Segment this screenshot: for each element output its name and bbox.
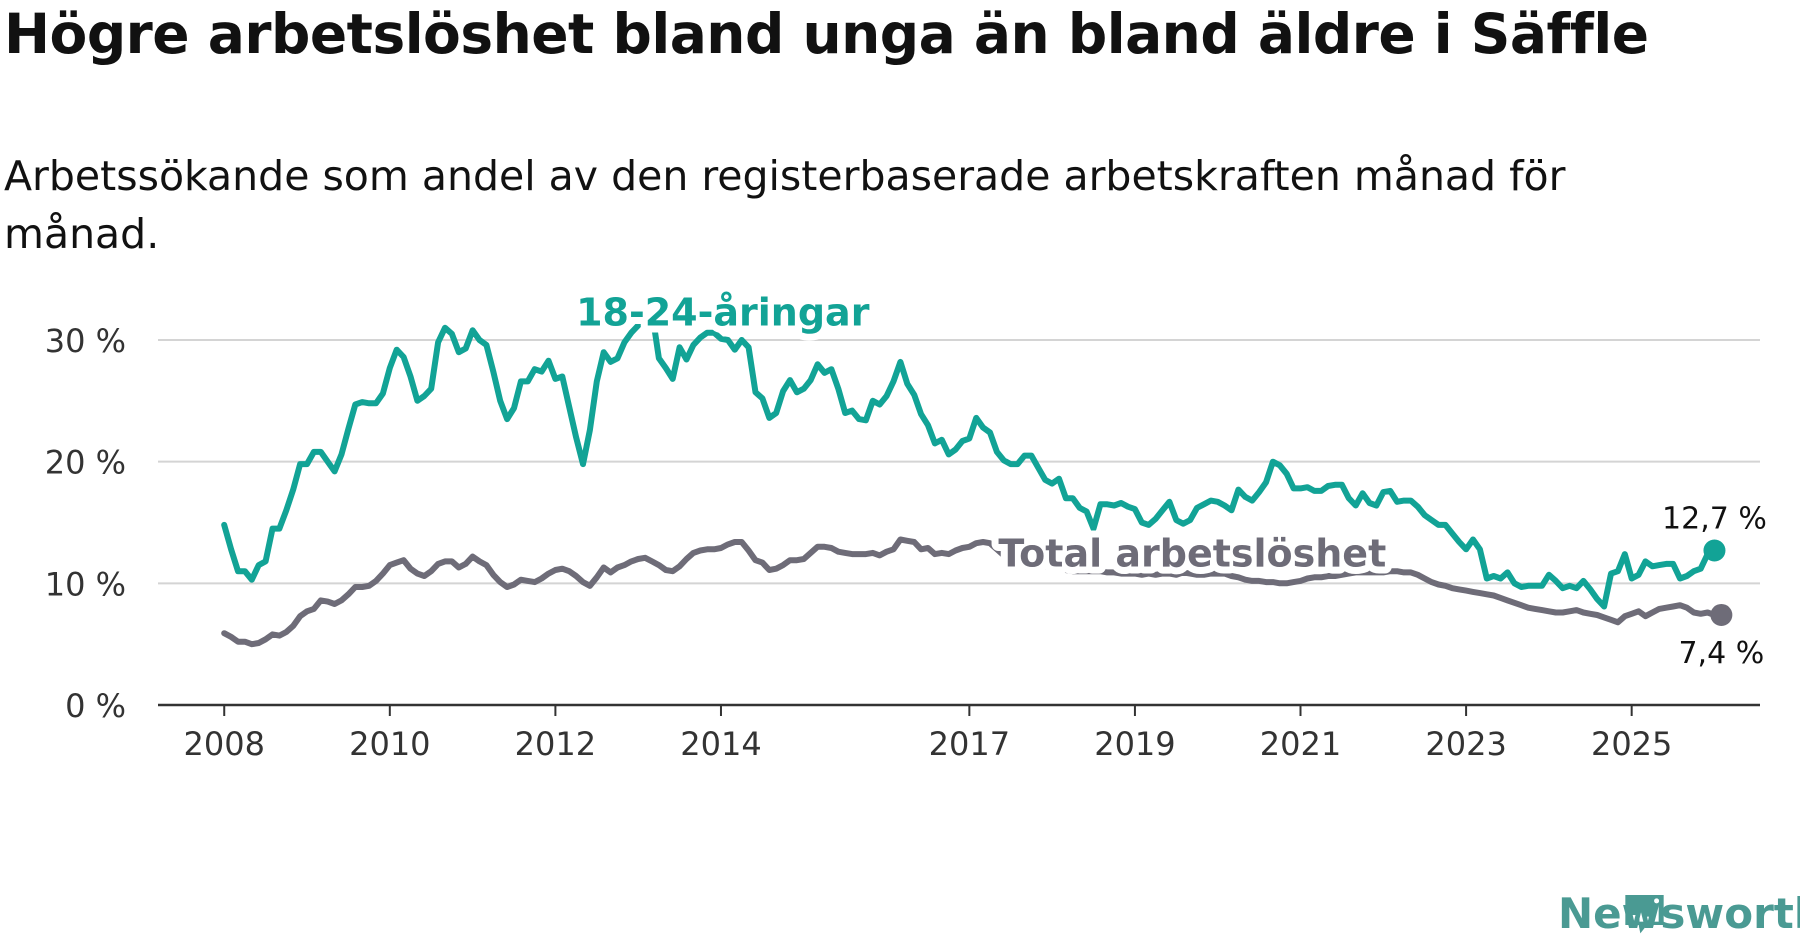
y-tick-label: 20 %: [45, 444, 126, 482]
x-tick-label: 2023: [1425, 725, 1506, 763]
series-lines: [221, 309, 1733, 648]
x-tick-label: 2019: [1094, 725, 1175, 763]
series-label-halo: 18-24-åringar: [576, 290, 870, 334]
x-axis: 2008 2010 2012 2014 2017 2019 2021 2023 2025: [158, 703, 1760, 763]
series-end-marker: [1703, 539, 1726, 562]
gridlines: [158, 339, 1760, 585]
y-tick-label: 0 %: [65, 687, 126, 725]
x-tick-label: 2014: [680, 725, 761, 763]
series-end-value: 12,7 %: [1662, 501, 1767, 536]
y-tick-label: 30 %: [45, 322, 126, 360]
series-end-value: 7,4 %: [1678, 636, 1764, 671]
x-tick-label: 2021: [1260, 725, 1341, 763]
series-label: Total arbetslöshet: [998, 531, 1386, 575]
series-labels: 12,7 %7,4 %18-24-åringar18-24-åringarTot…: [569, 283, 1767, 671]
x-tick-label: 2025: [1591, 725, 1672, 763]
y-tick-label: 10 %: [45, 565, 126, 603]
newsworthy-logo-icon: [1625, 895, 1664, 934]
y-axis-ticks: 0 % 10 % 20 % 30 %: [45, 322, 126, 725]
brand-name: Newsworthy: [1558, 889, 1800, 938]
chart-subtitle: Arbetssökande som andel av den registerb…: [4, 152, 1566, 258]
x-tick-label: 2010: [349, 725, 430, 763]
series-end-marker: [1710, 603, 1733, 626]
x-tick-label: 2017: [929, 725, 1010, 763]
series-label-halo: Total arbetslöshet: [998, 531, 1386, 575]
series-label: 18-24-åringar: [576, 290, 870, 334]
x-tick-label: 2008: [184, 725, 265, 763]
series-line: [221, 309, 1718, 610]
x-tick-label: 2012: [515, 725, 596, 763]
chart-title: Högre arbetslöshet bland unga än bland ä…: [4, 2, 1649, 66]
series-line: [221, 536, 1725, 648]
